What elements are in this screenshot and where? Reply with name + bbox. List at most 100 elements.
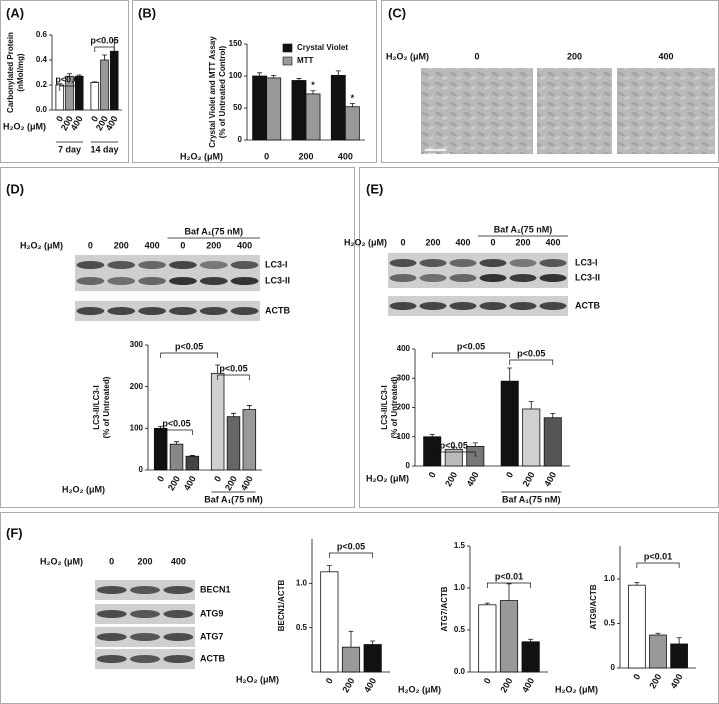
bar <box>185 455 200 471</box>
blot-band <box>509 274 537 282</box>
significance-bracket <box>160 429 193 435</box>
blot-band <box>130 633 160 641</box>
blot-band <box>107 261 136 269</box>
significance-bracket <box>217 374 250 380</box>
significance-bracket <box>431 451 476 457</box>
panel-frame <box>132 0 377 163</box>
significance-label: p<0.05 <box>175 341 203 351</box>
band-label: ATG7 <box>200 631 223 641</box>
blot-band <box>199 261 228 269</box>
x-axis-label: H₂O₂ (μM) <box>20 240 63 250</box>
bar <box>341 646 361 673</box>
band-label: ACTB <box>265 305 290 315</box>
blot-band <box>389 274 417 282</box>
blot-band <box>509 302 537 310</box>
legend-label: MTT <box>297 56 314 65</box>
scale-bar-label: 100 μM <box>423 152 450 161</box>
micrograph <box>617 68 715 154</box>
y-tick-label: 50 <box>233 103 242 112</box>
error-bar <box>550 412 556 418</box>
error-bar <box>507 367 513 382</box>
blot-band <box>130 655 160 663</box>
blot-band <box>509 259 537 267</box>
x-tick-label: 400 <box>668 672 684 690</box>
y-tick-label: 0 <box>238 135 243 144</box>
blot-band <box>479 302 507 310</box>
error-bar <box>326 565 332 572</box>
blot-strip <box>388 268 568 288</box>
x-tick-label: 400 <box>338 151 353 161</box>
error-bar <box>348 630 354 648</box>
blot-band <box>169 307 197 315</box>
significance-bracket <box>486 582 532 588</box>
dose-label: 400 <box>455 237 470 247</box>
panel-label: (A) <box>6 5 24 20</box>
dose-label: 400 <box>658 51 673 61</box>
bar <box>226 416 241 471</box>
dose-label: 400 <box>237 240 252 250</box>
x-tick-label: 0 <box>155 474 166 483</box>
blot-band <box>96 586 127 594</box>
legend-swatch <box>282 43 293 53</box>
y-tick-label: 400 <box>397 344 411 353</box>
error-bar <box>528 401 534 409</box>
blot-band <box>389 302 417 310</box>
blot-band <box>449 274 477 282</box>
error-bar <box>102 54 107 60</box>
x-axis-label: H₂O₂ (μM) <box>386 51 429 61</box>
x-tick-label: 400 <box>239 474 255 492</box>
blot-band <box>230 307 259 315</box>
significance-bracket <box>431 352 511 358</box>
blot-band <box>76 277 105 285</box>
significance-label: p<0.05 <box>55 74 83 84</box>
blot-strip <box>75 255 260 275</box>
x-tick-label: 200 <box>521 470 537 488</box>
blot-band <box>539 302 567 310</box>
y-axis-label: Crystal Violet and MTT Assay <box>208 36 217 148</box>
error-bar <box>335 70 341 76</box>
blot-band <box>449 259 477 267</box>
blot-band <box>539 259 567 267</box>
bar <box>252 75 268 141</box>
bar <box>109 50 119 111</box>
band-label: LC3-I <box>575 257 598 267</box>
x-axis-label: H₂O₂ (μM) <box>344 237 387 247</box>
y-tick-label: 200 <box>130 382 144 391</box>
bar <box>670 643 688 669</box>
blot-band <box>138 307 166 315</box>
bar <box>499 600 519 673</box>
x-tick-label: 200 <box>298 151 313 161</box>
bar <box>649 634 667 669</box>
y-axis-label: (% of Untreated) <box>102 376 111 438</box>
panel-label: (C) <box>388 5 406 20</box>
bar <box>344 106 360 141</box>
blot-band <box>138 277 166 285</box>
dose-label: 0 <box>400 237 405 247</box>
blot-band <box>130 610 160 618</box>
bar <box>521 641 540 673</box>
blot-band <box>479 274 507 282</box>
y-tick-label: 200 <box>397 403 411 412</box>
y-tick-label: 300 <box>130 340 144 349</box>
dose-label: 200 <box>206 240 221 250</box>
group-label: 14 day <box>90 144 118 154</box>
y-axis-label: (nMol/mg) <box>16 53 25 92</box>
error-bar <box>67 73 72 77</box>
bar <box>522 408 541 467</box>
y-axis-label: (% of Untreated Control) <box>218 45 227 138</box>
band-label: ACTB <box>575 300 600 310</box>
blot-band <box>130 586 160 594</box>
significance-label: p<0.05 <box>440 440 468 450</box>
y-tick-label: 1.5 <box>454 541 466 550</box>
y-axis-label: Carbonylated Protein <box>6 32 15 113</box>
significance-label: p<0.05 <box>457 341 485 351</box>
y-tick-label: 150 <box>229 39 243 48</box>
dose-label: 0 <box>474 51 479 61</box>
x-tick-label: 200 <box>498 676 514 694</box>
significance-label: p<0.01 <box>644 551 672 561</box>
x-tick-label: 400 <box>520 676 536 694</box>
y-axis-label: ATG7/ACTB <box>440 586 449 631</box>
blot-band <box>419 302 447 310</box>
significance-label: p<0.05 <box>337 541 365 551</box>
y-axis-label: LC3-II/LC3-I <box>380 385 389 429</box>
